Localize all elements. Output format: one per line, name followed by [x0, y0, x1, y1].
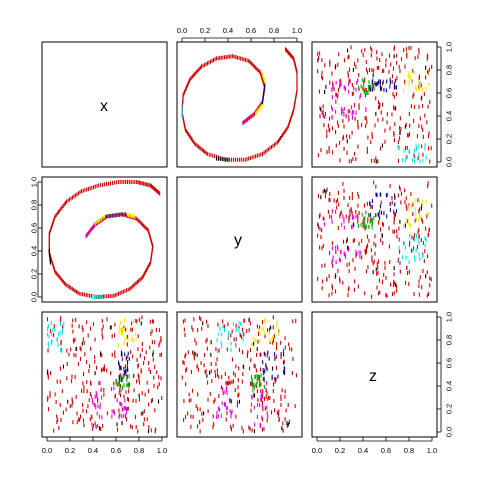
tick-label: 0.6	[246, 26, 256, 35]
tick-label: 0.0	[42, 446, 52, 455]
tick-label: 0.2	[65, 446, 75, 455]
point-layer	[46, 45, 433, 434]
panel-y-vs-x	[41, 176, 168, 303]
tick-label: 0.8	[269, 26, 279, 35]
variable-label-layer: x y z	[100, 98, 377, 385]
tick-label: 0.6	[445, 88, 454, 98]
tick-label: 0.6	[445, 358, 454, 368]
tick-label: 0.0	[177, 26, 187, 35]
tick-label: 0.8	[404, 446, 414, 455]
panel-z-vs-z	[311, 311, 438, 438]
variable-label-x: x	[100, 98, 108, 115]
panel-y-vs-y	[176, 176, 303, 303]
tick-label: 0.4	[30, 246, 39, 256]
tick-label: 0.4	[445, 381, 454, 391]
tick-label: 1.0	[30, 177, 39, 187]
tick-label: 0.0	[312, 446, 322, 455]
panel-layer	[41, 41, 438, 438]
tick-label: 0.2	[30, 269, 39, 279]
tick-label: 0.6	[381, 446, 391, 455]
tick-label: 0.8	[445, 335, 454, 345]
tick-label: 1.0	[445, 42, 454, 52]
tick-label: 0.6	[111, 446, 121, 455]
axis-layer: 0.0 0.2 0.4 0.6 0.8 1.0 0.0 0.2 0.4 0.6 0.8 1.0 0.0 0…	[30, 26, 454, 455]
tick-label: 1.0	[292, 26, 302, 35]
panel-y-vs-z	[311, 176, 438, 303]
panel-z-vs-y	[176, 311, 303, 438]
tick-label: 0.2	[445, 404, 454, 414]
tick-label: 0.2	[445, 134, 454, 144]
variable-label-z: z	[369, 368, 377, 385]
tick-label: 1.0	[445, 312, 454, 322]
tick-label: 0.0	[30, 292, 39, 302]
panel-x-vs-z	[311, 41, 438, 168]
tick-label: 0.0	[445, 427, 454, 437]
panel-z-vs-x	[41, 311, 168, 438]
tick-label: 0.2	[335, 446, 345, 455]
panel-x-vs-y	[176, 41, 303, 168]
tick-label: 0.4	[358, 446, 368, 455]
panel-x-vs-x	[41, 41, 168, 168]
tick-label: 0.0	[445, 157, 454, 167]
tick-label: 0.4	[223, 26, 233, 35]
tick-label: 1.0	[157, 446, 167, 455]
tick-label: 0.2	[200, 26, 210, 35]
variable-label-y: y	[234, 232, 242, 249]
tick-label: 0.8	[134, 446, 144, 455]
tick-label: 0.6	[30, 223, 39, 233]
tick-label: 0.8	[30, 200, 39, 210]
tick-label: 1.0	[427, 446, 437, 455]
tick-label: 0.4	[88, 446, 98, 455]
tick-label: 0.8	[445, 65, 454, 75]
tick-label: 0.4	[445, 111, 454, 121]
